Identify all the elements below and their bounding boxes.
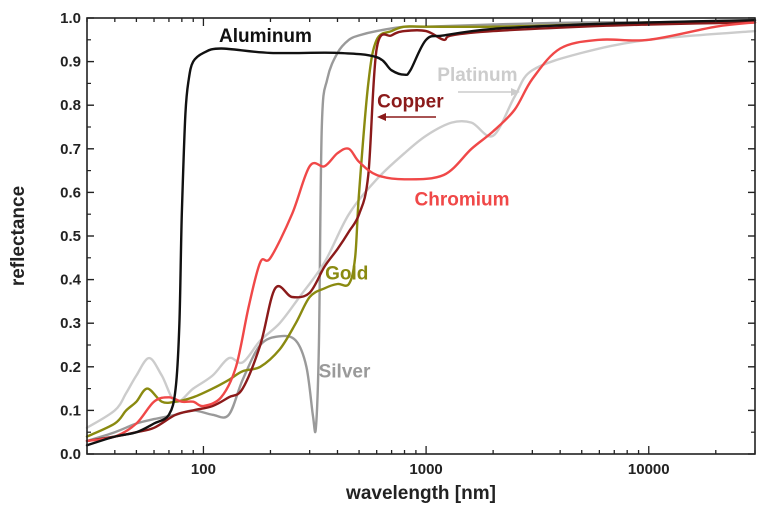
y-tick-label: 0.0 — [60, 446, 81, 463]
series-curves — [85, 19, 757, 447]
x-tick-label: 10000 — [628, 461, 670, 478]
y-tick-label: 1.0 — [60, 10, 81, 27]
platinum-curve — [85, 29, 757, 429]
y-tick-label: 0.1 — [60, 402, 81, 419]
gold-label: Gold — [325, 264, 368, 285]
y-tick-label: 0.3 — [60, 315, 81, 332]
silver-label: Silver — [319, 362, 371, 383]
aluminum-label: Aluminum — [219, 26, 312, 47]
copper-curve — [85, 21, 757, 443]
chromium-label: Chromium — [415, 189, 510, 210]
gold-curve — [85, 21, 650, 438]
aluminum-curve — [85, 19, 757, 447]
y-axis-title: reflectance — [8, 186, 29, 286]
y-tick-label: 0.4 — [60, 272, 82, 289]
chromium-curve — [85, 21, 757, 443]
y-tick-label: 0.6 — [60, 184, 81, 201]
label-arrows — [377, 88, 520, 121]
copper-arrow-head — [377, 113, 386, 121]
x-tick-label: 100 — [191, 461, 216, 478]
series-labels: Aluminum Platinum Copper Chromium Gold Silver — [219, 26, 517, 383]
y-tick-label: 0.9 — [60, 54, 81, 71]
y-tick-label: 0.7 — [60, 141, 81, 158]
x-axis-title: wavelength [nm] — [345, 483, 496, 504]
copper-label: Copper — [377, 91, 444, 112]
plot-frame — [86, 17, 756, 455]
platinum-arrow-head — [511, 88, 520, 96]
platinum-label: Platinum — [437, 65, 517, 86]
y-tick-label: 0.2 — [60, 359, 81, 376]
y-tick-label: 0.8 — [60, 97, 81, 114]
x-tick-label: 1000 — [409, 461, 442, 478]
tick-labels: 0.0 0.1 0.2 0.3 0.4 0.5 0.6 0.7 0.8 0.9 1.0 100 1000… — [60, 10, 669, 478]
y-tick-label: 0.5 — [60, 228, 81, 245]
